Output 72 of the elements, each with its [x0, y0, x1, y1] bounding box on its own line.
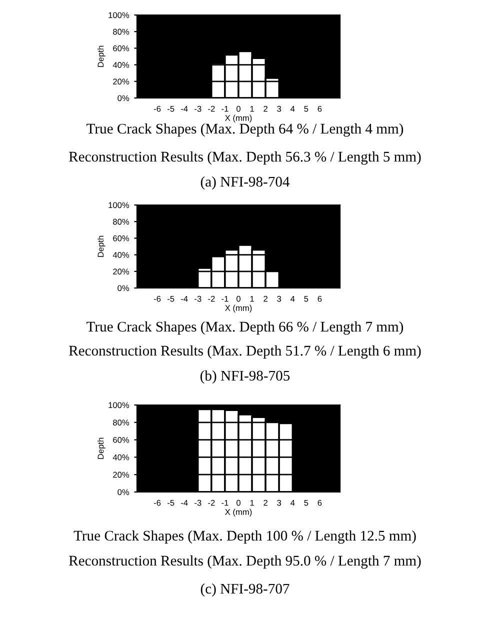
y-axis-title: Depth — [98, 236, 106, 257]
text: Reconstruction Results (Max. Depth 56.3 % / Length 5 mm) — [69, 151, 421, 165]
x-tick-label: 4 — [290, 296, 295, 302]
text: True Crack Shapes (Max. Depth 100 % / Length 12.5 mm) — [74, 530, 416, 544]
y-tick-label: 40% — [112, 62, 130, 68]
text: True Crack Shapes (Max. Depth 64 % / Length 4 mm) — [86, 123, 404, 137]
y-tick-label: 0% — [118, 489, 130, 496]
x-tick-label: -6 — [154, 500, 161, 506]
y-tick-label: 80% — [113, 218, 130, 225]
x-tick-label: 4 — [290, 106, 295, 112]
y-axis-title: Depth — [98, 438, 106, 459]
y-tick-label: 40% — [112, 252, 130, 258]
x-tick-label: 2 — [264, 106, 268, 112]
x-tick-label: -1 — [222, 106, 228, 112]
text: Reconstruction Results (Max. Depth 51.7 % / Length 6 mm) — [69, 345, 421, 359]
text: (c) NFI-98-707 — [200, 583, 290, 597]
x-tick-label: -2 — [208, 106, 215, 112]
y-tick-label: 40% — [112, 454, 130, 460]
y-tick-label: 20% — [113, 78, 130, 84]
x-tick-label: -6 — [154, 106, 161, 112]
x-tick-label: 6 — [318, 296, 322, 302]
x-tick-label: -2 — [208, 500, 215, 506]
text: (a) NFI-98-704 — [200, 176, 290, 190]
y-tick-label: 20% — [113, 472, 130, 478]
x-tick-label: -3 — [194, 106, 202, 112]
x-tick-label: -5 — [168, 296, 174, 302]
x-axis-title: X (mm) — [225, 508, 252, 517]
x-tick-label: -6 — [154, 296, 161, 302]
x-tick-label: 1 — [250, 296, 254, 302]
x-tick-label: -4 — [181, 296, 188, 302]
x-tick-label: -5 — [168, 500, 174, 506]
x-tick-label: 0 — [236, 500, 240, 506]
text: (b) NFI-98-705 — [200, 370, 290, 384]
x-tick-label: -2 — [208, 296, 215, 302]
y-tick-label: 60% — [113, 235, 130, 242]
x-tick-label: -1 — [222, 500, 228, 506]
text: Reconstruction Results (Max. Depth 95.0 % / Length 7 mm) — [69, 555, 421, 569]
x-tick-label: -4 — [181, 106, 188, 112]
y-tick-label: 0% — [118, 285, 130, 292]
x-tick-label: 1 — [250, 500, 254, 506]
x-tick-label: 5 — [304, 500, 308, 506]
y-tick-label: 100% — [108, 12, 130, 18]
x-tick-label: -3 — [194, 296, 202, 302]
y-tick-label: 20% — [113, 268, 130, 274]
y-tick-label: 60% — [113, 437, 130, 443]
x-tick-label: 5 — [304, 106, 308, 112]
text: True Crack Shapes (Max. Depth 66 % / Length 7 mm) — [86, 321, 404, 335]
x-axis-title: X (mm) — [225, 304, 252, 313]
y-tick-label: 100% — [108, 202, 130, 208]
x-tick-label: 1 — [250, 106, 254, 112]
y-tick-label: 80% — [113, 28, 130, 35]
x-tick-label: 5 — [304, 296, 308, 302]
x-tick-label: -1 — [222, 296, 228, 302]
y-axis-title: Depth — [98, 46, 106, 67]
x-tick-label: -4 — [181, 500, 188, 506]
x-tick-label: -5 — [168, 106, 174, 112]
x-tick-label: 2 — [264, 500, 268, 506]
x-tick-label: 6 — [318, 106, 322, 112]
y-tick-label: 0% — [118, 95, 130, 102]
x-tick-label: 6 — [318, 500, 322, 506]
x-tick-label: -3 — [194, 500, 202, 506]
y-tick-label: 60% — [113, 45, 130, 52]
x-tick-label: 0 — [236, 106, 240, 112]
x-tick-label: 0 — [236, 296, 240, 302]
x-tick-label: 4 — [290, 500, 295, 506]
y-tick-label: 100% — [108, 402, 130, 408]
x-axis-title: X (mm) — [225, 114, 252, 123]
x-tick-label: 2 — [264, 296, 268, 302]
y-tick-label: 80% — [113, 420, 130, 426]
x-tick-label: 3 — [277, 296, 282, 302]
x-tick-label: 3 — [277, 106, 282, 112]
x-tick-label: 3 — [277, 500, 282, 506]
